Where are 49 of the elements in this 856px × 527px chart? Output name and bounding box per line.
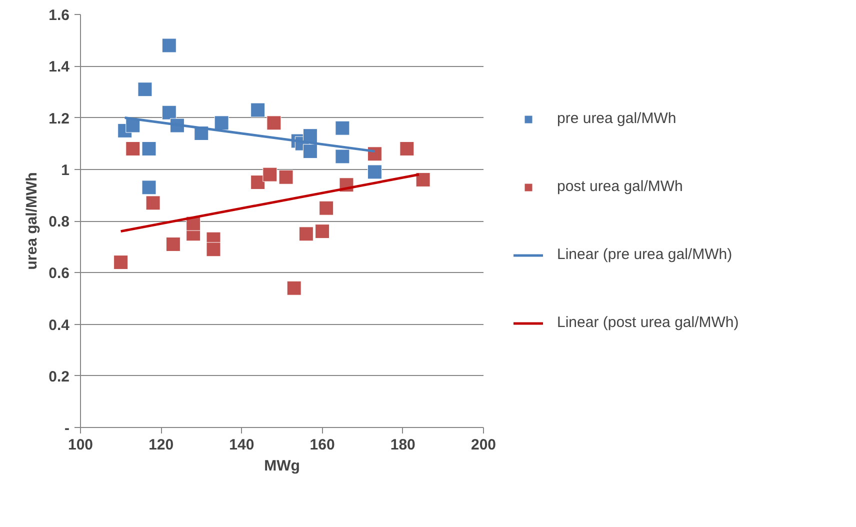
y-axis-title: urea gal/MWh xyxy=(24,172,41,270)
point xyxy=(250,175,266,190)
legend-label: Linear (pre urea gal/MWh) xyxy=(557,246,732,263)
point xyxy=(166,236,180,252)
point xyxy=(286,280,302,296)
point xyxy=(142,141,156,156)
point xyxy=(162,38,176,53)
y-tick-label: - xyxy=(64,420,70,437)
x-axis-title: MWg xyxy=(264,458,300,474)
point xyxy=(400,141,414,156)
x-tick-label: 140 xyxy=(229,436,254,454)
point xyxy=(142,180,156,195)
x-tick-label: 200 xyxy=(470,436,496,454)
point xyxy=(302,144,318,159)
point xyxy=(315,224,330,239)
y-tick-label: 1.4 xyxy=(48,58,70,76)
y-tick-label: 1.6 xyxy=(48,7,70,24)
x-tick-label: 160 xyxy=(310,436,335,454)
y-tick-label: 0.4 xyxy=(48,316,70,334)
point xyxy=(250,102,266,118)
point xyxy=(146,196,160,210)
legend-label: Linear (post urea gal/MWh) xyxy=(557,314,739,331)
x-tick-label: 120 xyxy=(148,436,174,454)
y-tick-label: 0.6 xyxy=(48,265,70,282)
legend-label: pre urea gal/MWh xyxy=(557,110,676,127)
point xyxy=(214,116,229,130)
point xyxy=(335,149,350,164)
y-tick-label: 0.2 xyxy=(48,368,70,386)
point xyxy=(162,105,176,120)
y-tick-label: 1 xyxy=(61,162,70,179)
point xyxy=(298,226,314,242)
point xyxy=(138,82,152,97)
point xyxy=(266,116,282,130)
point xyxy=(262,167,278,182)
x-tick-label: 100 xyxy=(68,436,94,454)
point xyxy=(335,120,350,136)
point xyxy=(367,146,382,162)
point xyxy=(206,242,221,257)
point xyxy=(126,141,140,156)
point xyxy=(278,170,294,184)
point xyxy=(114,255,128,270)
point xyxy=(416,172,430,187)
point xyxy=(319,200,334,216)
y-tick-label: 1.2 xyxy=(48,110,70,128)
y-tick-label: 0.8 xyxy=(48,214,70,230)
legend-label: post urea gal/MWh xyxy=(557,178,683,195)
point xyxy=(367,164,382,180)
x-tick-label: 180 xyxy=(390,436,416,454)
point xyxy=(126,118,140,133)
